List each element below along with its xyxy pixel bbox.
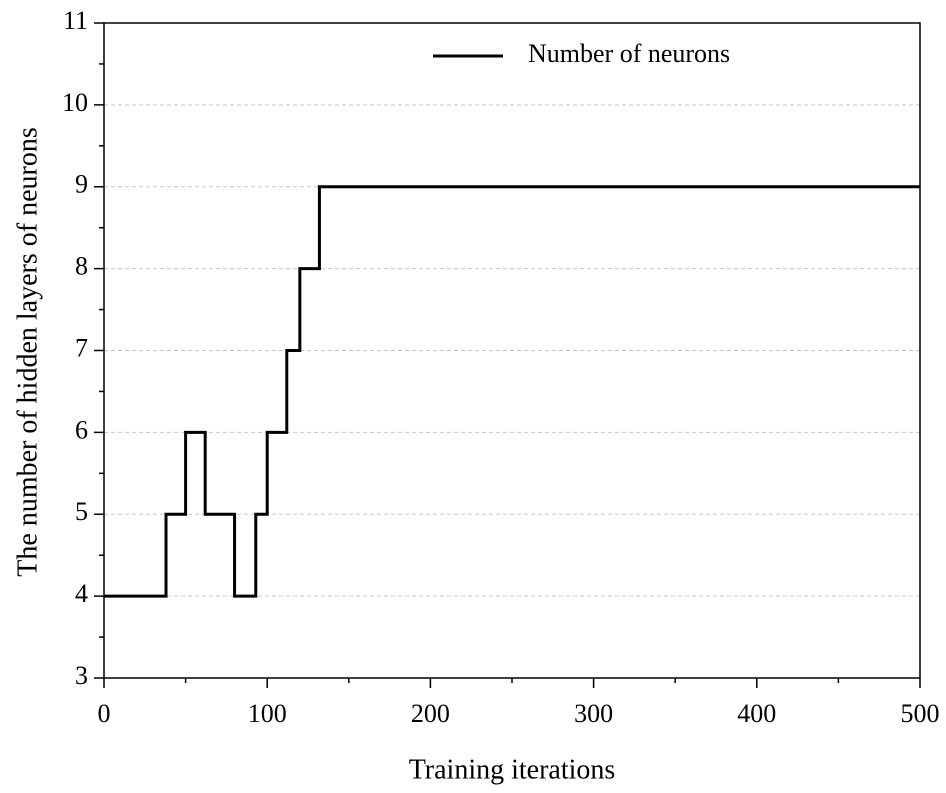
y-tick-label: 8	[75, 252, 88, 281]
y-tick-label: 4	[75, 579, 88, 608]
y-tick-label: 6	[75, 415, 88, 444]
x-tick-label: 500	[901, 699, 940, 728]
x-tick-label: 0	[98, 699, 111, 728]
x-tick-label: 400	[737, 699, 776, 728]
y-tick-label: 10	[62, 88, 88, 117]
plot-frame	[103, 22, 921, 679]
y-tick-label: 9	[75, 170, 88, 199]
x-tick-label: 100	[248, 699, 287, 728]
x-tick-label: 300	[574, 699, 613, 728]
data-line	[104, 185, 920, 598]
y-tick-label: 3	[75, 661, 88, 690]
y-tick-label: 7	[75, 333, 88, 362]
y-tick-label: 11	[63, 6, 88, 35]
legend-label: Number of neurons	[528, 39, 730, 68]
y-tick-label: 5	[75, 497, 88, 526]
x-axis-label: Training iterations	[409, 754, 616, 785]
y-axis-label: The number of hidden layers of neurons	[12, 127, 43, 576]
x-tick-label: 200	[411, 699, 450, 728]
